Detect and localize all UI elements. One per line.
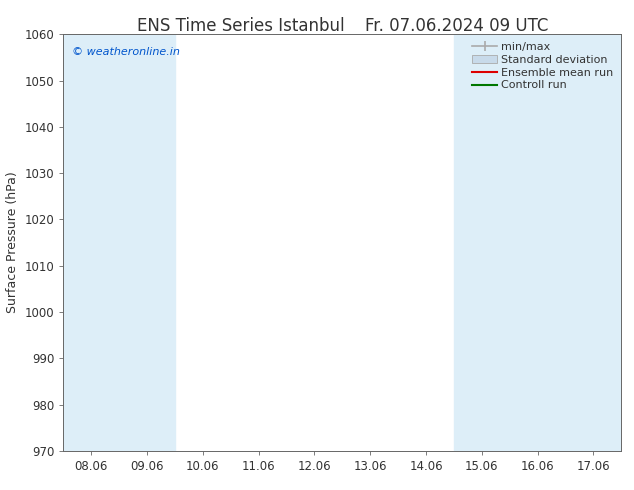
Bar [510, 34, 566, 451]
Bar [454, 34, 510, 451]
Bar [63, 34, 119, 451]
Legend: min/max, Standard deviation, Ensemble mean run, Controll run: min/max, Standard deviation, Ensemble me… [470, 40, 616, 93]
Text: © weatheronline.in: © weatheronline.in [72, 47, 179, 57]
Y-axis label: Surface Pressure (hPa): Surface Pressure (hPa) [6, 172, 19, 314]
Text: ENS Time Series Istanbul: ENS Time Series Istanbul [137, 17, 345, 35]
Bar [119, 34, 175, 451]
Bar [566, 34, 621, 451]
Text: Fr. 07.06.2024 09 UTC: Fr. 07.06.2024 09 UTC [365, 17, 548, 35]
